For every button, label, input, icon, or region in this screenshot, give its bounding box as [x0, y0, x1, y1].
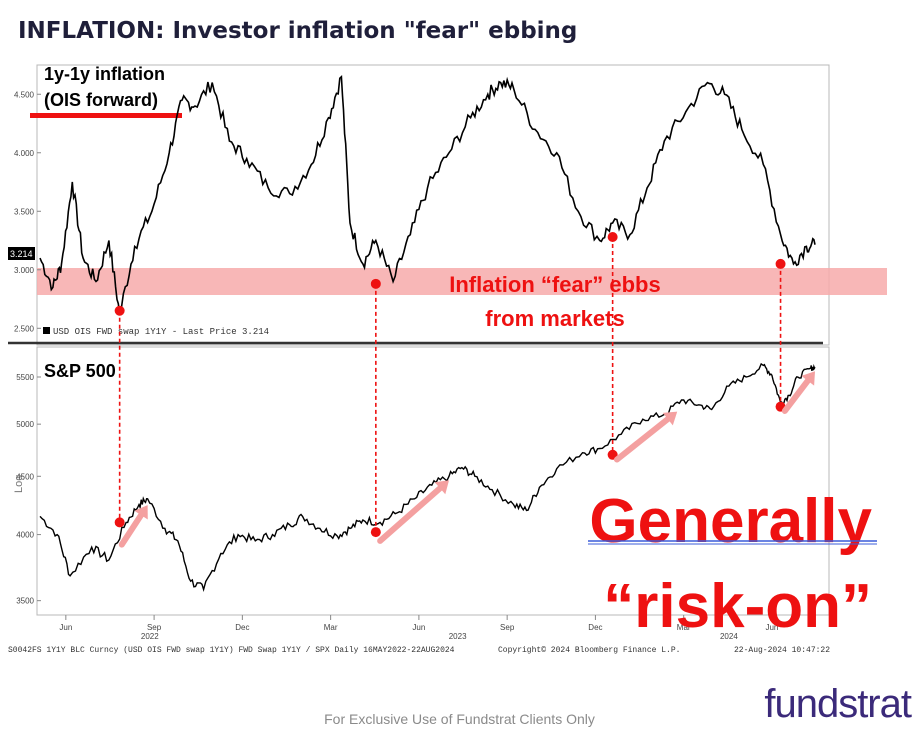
label-underline — [30, 113, 182, 118]
legend-label: USD OIS FWD swap 1Y1Y - Last Price 3.214 — [53, 327, 269, 337]
x-tick-label: Mar — [324, 623, 338, 632]
trend-arrow-shaft — [377, 485, 444, 544]
inflation-label-line1: 1y-1y inflation — [44, 64, 165, 84]
top-panel: 4.500 4.000 3.500 3.000 2.500 3.214 1y-1y in… — [8, 64, 887, 346]
spx-label: S&P 500 — [44, 361, 116, 381]
fundstrat-logo: fundstrat — [764, 682, 912, 726]
marker-dot-top — [775, 258, 786, 269]
bottom-y-tick-label: 5500 — [16, 373, 34, 382]
x-tick-label: Sep — [500, 623, 515, 632]
top-y-tick-label: 4.000 — [14, 149, 35, 158]
x-tick-label: Mar — [677, 623, 691, 632]
annotation-line2: from markets — [485, 306, 624, 331]
annotation-line1: Inflation “fear” ebbs — [449, 272, 660, 297]
conclusion-line1: Generally — [589, 487, 872, 556]
x-year-label: 2022 — [141, 632, 159, 641]
bottom-panel-frame — [36, 346, 830, 616]
series-inflation-line — [39, 74, 816, 315]
bloomberg-chart: 4.500 4.000 3.500 3.000 2.500 3.214 1y-1y in… — [8, 64, 887, 655]
x-tick-label: Sep — [147, 623, 162, 632]
top-y-tick-label: 3.500 — [14, 207, 35, 216]
footer-disclaimer: For Exclusive Use of Fundstrat Clients O… — [324, 711, 595, 727]
bottom-y-tick-label: 5000 — [16, 420, 34, 429]
top-y-ticks: 4.500 4.000 3.500 3.000 2.500 — [14, 90, 41, 333]
source-left: S0042FS 1Y1Y BLC Curncy (USD OIS FWD swa… — [8, 646, 455, 655]
x-year-label: 2023 — [449, 632, 467, 641]
bottom-y-tick-label: 4500 — [16, 472, 34, 481]
series-spx-line — [39, 362, 816, 593]
source-mid: Copyright© 2024 Bloomberg Finance L.P. — [498, 646, 680, 655]
last-price-label: 3.214 — [10, 249, 33, 259]
x-year-label: 2024 — [720, 632, 738, 641]
trend-arrow-head — [801, 371, 815, 386]
trend-arrow-head — [662, 411, 678, 426]
conclusion-line2: “risk-on” — [603, 572, 872, 641]
bottom-y-tick-label: 4000 — [16, 531, 34, 540]
source-right: 22-Aug-2024 10:47:22 — [734, 646, 830, 655]
last-price-box — [8, 247, 35, 260]
trend-arrow-shaft — [118, 512, 145, 548]
top-y-tick-label: 3.000 — [14, 266, 35, 275]
marker-dot-bottom — [114, 517, 125, 528]
slide-title: INFLATION: Investor inflation "fear" ebb… — [18, 18, 578, 44]
trend-arrow-shaft — [613, 416, 671, 463]
x-tick-label: Jun — [412, 623, 425, 632]
x-tick-label: Jun — [765, 623, 778, 632]
legend-swatch — [43, 327, 50, 334]
bottom-y-tick-label: 3500 — [16, 597, 34, 606]
bottom-y-ticks: 5500 5000 4500 4000 3500 — [16, 373, 41, 606]
x-axis: Jun Sep Dec Mar Jun Sep Dec Mar Jun 2022 2023 2024 — [59, 615, 778, 641]
trend-arrow-head — [434, 480, 450, 495]
inflation-label-line2: (OIS forward) — [44, 90, 158, 110]
fear-band — [37, 268, 887, 295]
top-y-tick-label: 2.500 — [14, 324, 35, 333]
top-panel-frame — [36, 64, 830, 346]
trend-arrow-head — [134, 505, 148, 520]
bottom-panel: 5500 5000 4500 4000 3500 S&P 500 Log — [13, 346, 830, 616]
trend-arrow-group — [118, 371, 815, 548]
marker-dot-top — [114, 305, 125, 316]
top-y-tick-label: 4.500 — [14, 90, 35, 99]
x-tick-label: Dec — [588, 623, 602, 632]
marker-dot-top — [607, 232, 618, 243]
x-tick-label: Dec — [235, 623, 249, 632]
marker-dot-top — [370, 278, 381, 289]
trend-arrow-shaft — [781, 377, 811, 414]
marker-dot-bottom — [370, 527, 381, 538]
x-tick-label: Jun — [59, 623, 72, 632]
log-axis-label: Log — [13, 475, 25, 493]
